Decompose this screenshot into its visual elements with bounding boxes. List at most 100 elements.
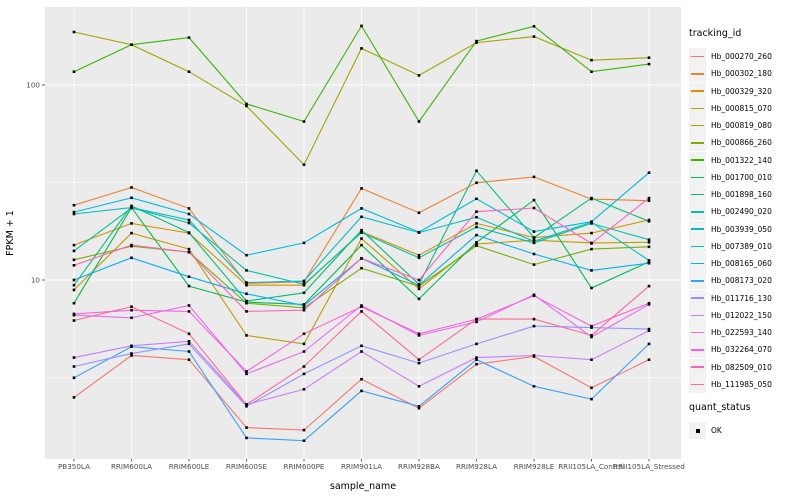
data-point <box>72 212 76 216</box>
data-point <box>590 324 593 328</box>
data-point <box>360 215 363 219</box>
y-axis-title: FPKM + 1 <box>5 210 16 256</box>
data-point <box>417 334 421 337</box>
data-point <box>532 324 536 328</box>
data-point <box>475 197 478 201</box>
legend-key-line <box>691 142 704 144</box>
data-point <box>72 203 76 207</box>
data-point <box>417 230 421 234</box>
data-point <box>72 70 76 73</box>
data-point <box>72 30 76 34</box>
data-point <box>187 332 191 336</box>
legend-key <box>689 65 706 83</box>
data-point <box>647 238 651 241</box>
data-point <box>417 358 421 361</box>
legend-key <box>689 151 706 169</box>
data-point <box>417 406 421 410</box>
data-point <box>647 196 651 200</box>
data-point <box>72 356 76 359</box>
legend-key <box>689 324 706 342</box>
legend-item: Hb_002490_020 <box>689 203 799 221</box>
legend-item-label: Hb_111985_050 <box>711 379 772 389</box>
data-point <box>245 426 248 429</box>
data-point <box>417 253 421 257</box>
data-point <box>245 299 248 303</box>
data-point <box>72 288 76 292</box>
data-point <box>647 259 651 262</box>
data-point <box>647 329 651 332</box>
data-point <box>72 264 76 267</box>
quant-ok-marker-icon <box>695 428 700 433</box>
legend-item-label: Hb_002490_020 <box>711 207 772 217</box>
quant-status-legend: quant_status OK <box>689 402 799 440</box>
data-point <box>245 102 248 106</box>
y-tick-label: 10 <box>31 276 41 285</box>
legend-key-line <box>691 176 704 179</box>
legend-item-label: Hb_022593_140 <box>711 328 772 338</box>
legend-item: Hb_000270_260 <box>689 48 799 66</box>
data-point <box>417 283 421 287</box>
data-point <box>130 316 133 320</box>
data-point <box>475 39 478 43</box>
data-point <box>647 301 651 305</box>
legend-item-label: Hb_032264_070 <box>711 345 772 355</box>
data-point <box>360 389 363 393</box>
data-point <box>532 236 536 239</box>
data-point <box>532 35 536 38</box>
data-point <box>72 210 76 214</box>
legend-key <box>689 272 706 290</box>
legend-item: Hb_000819_080 <box>689 117 799 135</box>
quant-legend-title: quant_status <box>689 402 751 413</box>
legend-key <box>689 99 706 117</box>
data-point <box>130 204 133 208</box>
legend-key-line <box>691 193 704 196</box>
data-point <box>302 306 306 310</box>
data-point <box>532 317 536 321</box>
x-tick-label: RRII105LA_Stressed <box>613 462 685 471</box>
legend-key <box>689 117 706 135</box>
legend-item-label: Hb_012022_150 <box>711 310 772 320</box>
data-point <box>647 56 651 59</box>
data-point <box>302 304 306 307</box>
data-point <box>360 243 363 247</box>
data-point <box>475 233 478 237</box>
data-point <box>417 211 421 215</box>
data-point <box>360 207 363 210</box>
legend-key <box>689 358 706 376</box>
data-point <box>360 350 363 353</box>
data-point <box>187 218 191 222</box>
legend-key-line <box>691 211 704 213</box>
data-point <box>647 284 651 288</box>
data-point <box>475 41 478 44</box>
data-point <box>130 256 133 260</box>
data-point <box>187 70 191 73</box>
data-point <box>302 439 306 442</box>
legend-item: Hb_007389_010 <box>689 237 799 255</box>
legend-key-line <box>691 366 704 368</box>
data-point <box>475 241 478 244</box>
data-point <box>647 220 651 223</box>
legend-item: Hb_008165_060 <box>689 255 799 273</box>
data-point <box>302 308 306 312</box>
legend-item-label: Hb_000819_080 <box>711 121 772 131</box>
data-point <box>590 358 593 361</box>
legend-key-line <box>691 297 704 299</box>
legend-key-line <box>691 383 704 386</box>
data-point <box>130 344 133 348</box>
data-point <box>475 358 478 361</box>
data-point <box>647 171 651 174</box>
data-point <box>475 362 478 366</box>
legend-key-line <box>691 349 704 351</box>
data-point <box>245 104 248 108</box>
data-point <box>475 244 478 247</box>
legend-key-line <box>691 107 704 110</box>
x-tick-label: RRII105LA_Control <box>558 462 625 471</box>
data-point <box>245 283 248 287</box>
legend-item: Hb_032264_070 <box>689 341 799 359</box>
data-point <box>187 350 191 353</box>
legend-key-line <box>691 331 704 334</box>
data-point <box>187 221 191 225</box>
data-point <box>475 342 478 346</box>
data-point <box>130 352 133 355</box>
legend-key <box>689 237 706 255</box>
